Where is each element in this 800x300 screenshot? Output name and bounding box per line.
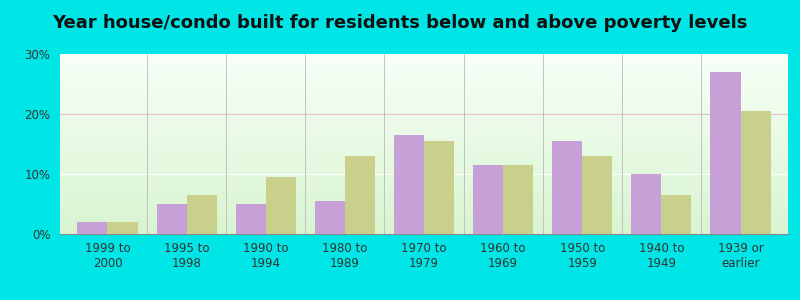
Text: Year house/condo built for residents below and above poverty levels: Year house/condo built for residents bel… [52, 14, 748, 32]
Bar [107, 222, 138, 234]
Bar [394, 135, 424, 234]
Bar [345, 156, 375, 234]
Bar [78, 222, 107, 234]
Bar [582, 156, 612, 234]
Bar [186, 195, 217, 234]
Bar [503, 165, 534, 234]
Bar [710, 72, 741, 234]
Bar [662, 195, 691, 234]
Bar [552, 141, 582, 234]
Bar [157, 204, 186, 234]
Bar [424, 141, 454, 234]
Bar [315, 201, 345, 234]
Bar [631, 174, 662, 234]
Bar [266, 177, 296, 234]
Bar [473, 165, 503, 234]
Bar [741, 111, 770, 234]
Bar [236, 204, 266, 234]
